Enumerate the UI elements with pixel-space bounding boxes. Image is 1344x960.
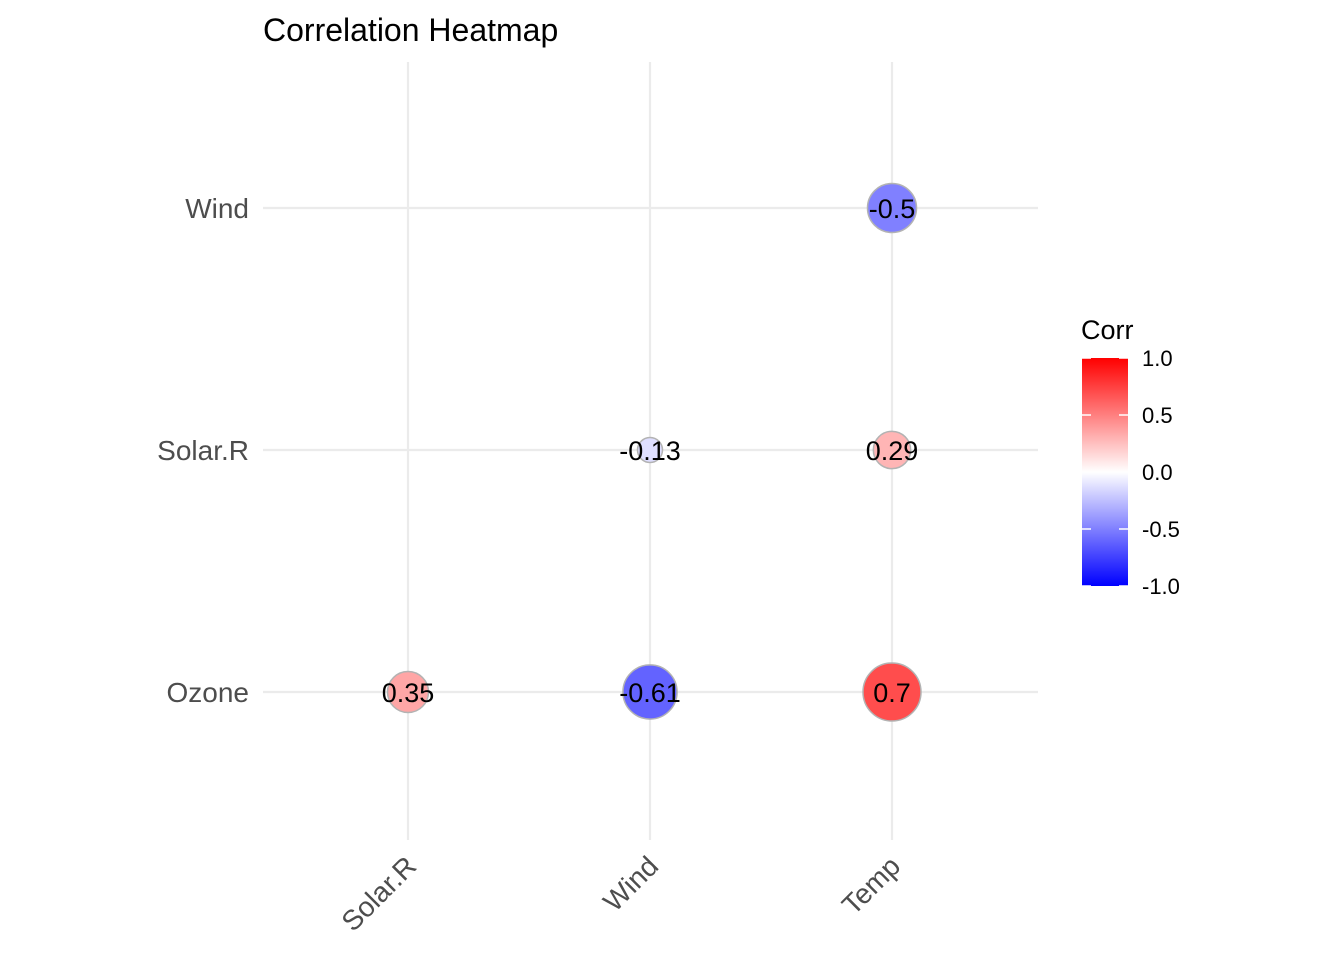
legend-tick-label: -0.5 [1142, 517, 1180, 542]
cell-marker [862, 662, 922, 722]
cell-ozone-temp: 0.7 [862, 662, 922, 722]
legend-ticks: 1.0 0.5 0.0 -0.5 -1.0 [1082, 346, 1180, 599]
cell-ozone-solar-r: 0.35 [382, 670, 435, 714]
correlation-cells: 0.35 -0.61 0.7 -0.13 0.29 -0.5 [382, 182, 922, 722]
cell-ozone-wind: -0.61 [619, 664, 681, 720]
x-tick-label-solar-r: Solar.R [335, 850, 422, 937]
cell-value-label: 0.7 [873, 678, 911, 708]
cell-wind-temp: -0.5 [866, 182, 918, 234]
legend-tick-label: 0.0 [1142, 460, 1173, 485]
cell-value-label: 0.29 [866, 436, 919, 466]
y-tick-label-ozone: Ozone [167, 677, 250, 708]
legend-tick-label: 0.5 [1142, 403, 1173, 428]
color-legend: Corr 1.0 0.5 0.0 -0.5 -1.0 [1081, 315, 1180, 599]
legend-tick-label: -1.0 [1142, 574, 1180, 599]
y-tick-label-solar-r: Solar.R [157, 435, 249, 466]
chart-title: Correlation Heatmap [263, 12, 558, 48]
cell-marker [866, 182, 918, 234]
y-tick-label-wind: Wind [185, 193, 249, 224]
cell-value-label: 0.35 [382, 678, 435, 708]
cell-marker [872, 430, 912, 470]
legend-tick-label: 1.0 [1142, 346, 1173, 371]
y-axis-tick-labels: Ozone Solar.R Wind [157, 193, 249, 708]
cell-marker [386, 670, 430, 714]
x-tick-label-temp: Temp [836, 850, 906, 920]
cell-value-label: -0.61 [619, 678, 681, 708]
cell-marker [622, 664, 678, 720]
cell-value-label: -0.13 [619, 436, 681, 466]
cell-solar-r-temp: 0.29 [866, 430, 919, 470]
cell-marker [636, 436, 664, 464]
x-axis-tick-labels: Solar.R Wind Temp [335, 850, 906, 937]
legend-title: Corr [1081, 315, 1134, 345]
cell-solar-r-wind: -0.13 [619, 436, 681, 466]
cell-value-label: -0.5 [869, 194, 916, 224]
x-tick-label-wind: Wind [597, 850, 664, 917]
